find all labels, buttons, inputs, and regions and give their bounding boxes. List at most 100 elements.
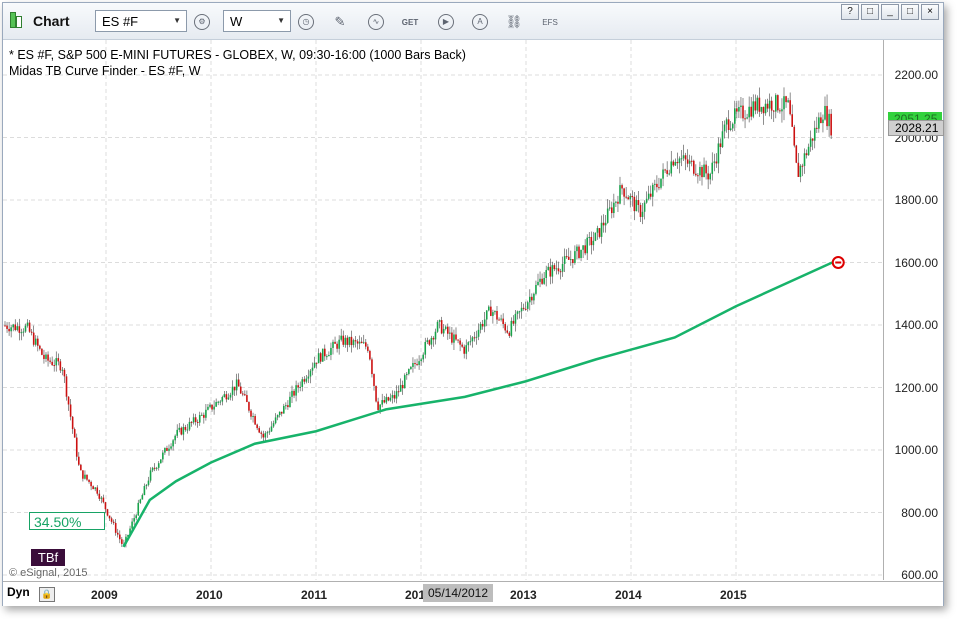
- candle-down: [770, 100, 773, 111]
- candle-down: [705, 164, 707, 174]
- candle-down: [297, 385, 299, 388]
- candle-down: [8, 328, 10, 332]
- candle-down: [293, 390, 295, 396]
- restore-small-button[interactable]: □: [861, 4, 879, 20]
- candle-up: [600, 222, 603, 237]
- y-tick-label: 800.00: [901, 506, 938, 520]
- settings-gear-icon[interactable]: ⚙: [191, 11, 213, 33]
- candle-down: [32, 332, 35, 345]
- alert-icon[interactable]: A: [469, 11, 491, 33]
- candle-down: [631, 196, 634, 198]
- candle-down: [793, 126, 796, 146]
- candle-down: [86, 474, 88, 480]
- candle-up: [379, 404, 381, 410]
- candle-up: [608, 207, 611, 209]
- candle-up: [381, 400, 383, 405]
- candle-down: [112, 521, 115, 523]
- maximize-button[interactable]: □: [901, 4, 919, 20]
- candle-down: [772, 110, 775, 112]
- candle-down: [377, 401, 379, 410]
- lock-icon[interactable]: 🔒: [39, 587, 55, 602]
- symbol-combo[interactable]: ES #F ▼: [95, 10, 187, 32]
- chart-style-icon[interactable]: ∿: [365, 11, 387, 33]
- candle-up: [389, 397, 392, 401]
- candle-up: [145, 484, 148, 487]
- candle-down: [375, 385, 377, 402]
- chevron-down-icon[interactable]: ▼: [277, 16, 285, 25]
- candle-down: [481, 323, 484, 327]
- candle-down: [504, 324, 506, 331]
- candle-down: [684, 155, 687, 160]
- candle-down: [262, 433, 265, 438]
- candle-down: [797, 162, 800, 177]
- candle-down: [826, 105, 828, 127]
- candle-up: [465, 345, 468, 354]
- candle-up: [223, 394, 226, 397]
- chevron-down-icon[interactable]: ▼: [173, 16, 181, 25]
- candle-down: [820, 117, 822, 124]
- minimize-button[interactable]: _: [881, 4, 899, 20]
- candle-up: [682, 155, 685, 159]
- candle-up: [799, 165, 802, 177]
- play-icon[interactable]: ▶: [435, 11, 457, 33]
- candle-down: [80, 464, 82, 471]
- chart-plot-area[interactable]: * ES #F, S&P 500 E-MINI FUTURES - GLOBEX…: [3, 40, 883, 580]
- candle-up: [471, 337, 474, 342]
- efs-icon[interactable]: EFS: [542, 17, 558, 27]
- candle-up: [219, 401, 222, 403]
- candle-up: [629, 196, 632, 200]
- candle-down: [416, 363, 418, 365]
- get-icon[interactable]: GET: [401, 17, 419, 27]
- candle-up: [26, 322, 29, 326]
- interval-combo[interactable]: W ▼: [223, 10, 291, 32]
- candle-down: [104, 502, 107, 510]
- link-icon[interactable]: ⛓: [505, 14, 523, 29]
- candle-up: [787, 100, 789, 103]
- candle-up: [652, 184, 654, 197]
- x-tick-label: 2010: [196, 588, 223, 602]
- clock-icon[interactable]: ◷: [295, 11, 317, 33]
- candle-up: [643, 202, 646, 212]
- candle-up: [157, 463, 160, 468]
- close-button[interactable]: ×: [921, 4, 939, 20]
- candle-up: [188, 421, 191, 430]
- candle-down: [649, 193, 652, 197]
- dyn-label[interactable]: Dyn: [7, 585, 30, 599]
- candle-down: [280, 411, 283, 414]
- candle-up: [84, 474, 86, 479]
- candle-down: [531, 296, 533, 301]
- candle-up: [533, 293, 535, 301]
- candle-up: [170, 446, 172, 449]
- tbf-badge[interactable]: TBf: [31, 549, 65, 566]
- symbol-value: ES #F: [102, 14, 139, 29]
- chart-window: Chart ES #F ▼ ⚙ W ▼ ◷ ✎ ∿ GET ▶ A ⛓ EFS …: [2, 2, 944, 606]
- candle-up: [332, 341, 334, 348]
- candle-down: [65, 376, 68, 397]
- chart-title-line1: * ES #F, S&P 500 E-MINI FUTURES - GLOBEX…: [9, 48, 466, 62]
- candle-down: [166, 447, 168, 451]
- candle-up: [580, 249, 582, 258]
- candle-down: [59, 361, 62, 371]
- candle-up: [678, 158, 681, 164]
- candle-down: [244, 394, 246, 396]
- pencil-draw-icon[interactable]: ✎: [334, 14, 346, 29]
- candle-up: [289, 396, 291, 408]
- time-axis[interactable]: Dyn 🔒 2009 2010 2011 2012 05/14/2012 201…: [3, 581, 943, 606]
- help-button[interactable]: ?: [841, 4, 859, 20]
- candle-up: [703, 164, 705, 178]
- candle-up: [278, 411, 281, 416]
- candle-down: [108, 515, 111, 519]
- candle-down: [350, 336, 353, 346]
- candle-up: [424, 341, 427, 355]
- candle-down: [553, 265, 556, 270]
- candle-up: [768, 100, 771, 109]
- candle-up: [266, 432, 269, 434]
- candle-down: [401, 384, 404, 389]
- candle-up: [186, 429, 189, 431]
- candle-up: [748, 106, 750, 118]
- candle-down: [598, 228, 601, 237]
- candle-down: [203, 414, 205, 418]
- candle-up: [477, 329, 480, 337]
- candle-down: [233, 386, 236, 391]
- price-chart-svg[interactable]: [3, 40, 883, 580]
